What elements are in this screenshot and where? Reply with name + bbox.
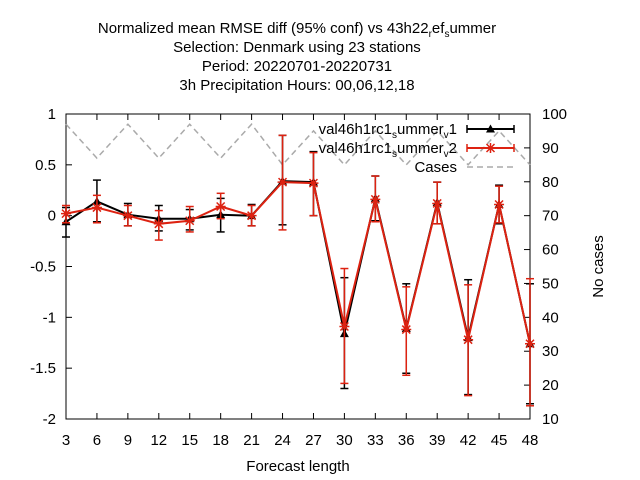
data-point: [246, 210, 257, 221]
chart-title-line: 3h Precipitation Hours: 00,06,12,18: [179, 77, 414, 94]
y2-tick-label: 40: [542, 309, 559, 326]
legend-label: Cases: [414, 159, 457, 176]
x-tick-label: 36: [398, 432, 415, 449]
chart-title-line: Selection: Denmark using 23 stations: [173, 39, 421, 56]
series-line-1: [65, 181, 531, 345]
data-point: [308, 178, 319, 189]
data-point: [277, 177, 288, 188]
x-tick-label: 18: [212, 432, 229, 449]
legend-label: val46h1rc1summerv1: [319, 121, 457, 141]
y2-tick-label: 10: [542, 411, 559, 428]
x-tick-label: 45: [491, 432, 508, 449]
data-point: [463, 334, 474, 345]
x-tick-label: 48: [522, 432, 539, 449]
x-tick-label: 30: [336, 432, 353, 449]
chart-title-line: Normalized mean RMSE diff (95% conf) vs …: [98, 20, 496, 40]
x-tick-label: 15: [181, 432, 198, 449]
data-point: [432, 198, 443, 209]
x-tick-label: 21: [243, 432, 260, 449]
y-tick-label: 0.5: [35, 157, 56, 174]
y2-tick-label: 60: [542, 242, 559, 259]
data-point: [61, 208, 71, 219]
y-tick-label: 1: [48, 106, 56, 123]
data-point: [153, 218, 164, 229]
data-point: [370, 194, 381, 205]
x-tick-label: 3: [62, 432, 70, 449]
series-line-0: [65, 180, 531, 345]
y2-tick-label: 100: [542, 106, 567, 123]
x-axis-label: Forecast length: [246, 458, 349, 475]
data-point: [122, 210, 133, 221]
y2-tick-label: 50: [542, 275, 559, 292]
plot-frame: [65, 113, 531, 420]
x-tick-label: 27: [305, 432, 322, 449]
x-tick-label: 9: [124, 432, 132, 449]
y2-tick-label: 90: [542, 140, 559, 157]
y-tick-label: -1: [43, 309, 56, 326]
data-point: [215, 201, 226, 212]
data-point: [525, 338, 535, 349]
legend-marker: [485, 143, 496, 153]
legend-marker: [486, 124, 495, 133]
x-tick-label: 33: [367, 432, 384, 449]
data-point: [339, 321, 350, 332]
y-tick-label: -2: [43, 411, 56, 428]
y-tick-label: -0.5: [30, 259, 56, 276]
y-tick-label: -1.5: [30, 360, 56, 377]
data-point: [401, 324, 412, 335]
data-point: [184, 215, 195, 226]
x-tick-label: 6: [93, 432, 101, 449]
x-tick-label: 39: [429, 432, 446, 449]
y-tick-label: 0: [48, 208, 56, 225]
y2-axis-label: No cases: [590, 235, 607, 298]
y2-tick-label: 20: [542, 377, 559, 394]
x-tick-label: 42: [460, 432, 477, 449]
data-point: [494, 199, 505, 210]
y2-tick-label: 30: [542, 343, 559, 360]
y2-tick-label: 70: [542, 208, 559, 225]
x-tick-label: 24: [274, 432, 291, 449]
x-tick-label: 12: [150, 432, 167, 449]
series-line-2: [65, 123, 531, 166]
data-point: [91, 202, 102, 213]
y2-tick-label: 80: [542, 174, 559, 191]
chart-title-line: Period: 20220701-20220731: [202, 58, 392, 75]
legend-label: val46h1rc1summerv2: [319, 140, 457, 160]
